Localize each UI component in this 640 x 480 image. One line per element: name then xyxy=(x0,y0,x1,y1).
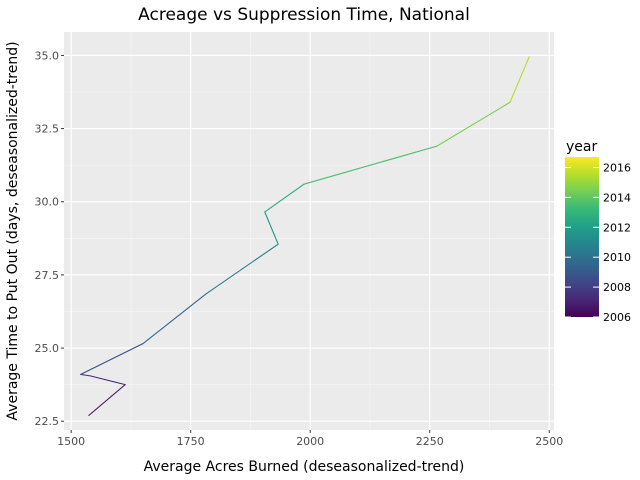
y-tick-label: 35.0 xyxy=(35,49,60,62)
y-tick-label: 27.5 xyxy=(35,269,60,282)
x-tick-label: 2250 xyxy=(416,435,444,448)
x-tick-label: 1500 xyxy=(57,435,85,448)
line-segment xyxy=(264,211,279,245)
colorbar-label: 2008 xyxy=(603,281,631,294)
major-gridlines xyxy=(64,32,554,430)
line-segment xyxy=(89,375,126,386)
y-axis: 22.5 25.0 27.5 30.0 32.5 35.0 xyxy=(35,49,64,428)
line-segment xyxy=(205,243,279,295)
line-segment xyxy=(88,384,126,416)
x-tick-label: 2000 xyxy=(296,435,324,448)
line-segment xyxy=(436,101,511,147)
line-segment xyxy=(80,343,144,375)
x-tick-label: 2500 xyxy=(535,435,563,448)
line-segment xyxy=(142,293,207,345)
line-segment xyxy=(303,145,438,185)
line-segment xyxy=(80,373,91,377)
series-line xyxy=(80,56,530,416)
colorbar-label: 2010 xyxy=(603,251,631,264)
y-tick-label: 22.5 xyxy=(35,415,60,428)
colorbar-label: 2006 xyxy=(603,311,631,324)
y-tick-label: 25.0 xyxy=(35,342,60,355)
colorbar-ticks: 2006 2008 2010 2012 2014 2016 xyxy=(565,161,631,324)
colorbar-label: 2014 xyxy=(603,191,631,204)
chart-title: Acreage vs Suppression Time, National xyxy=(138,5,470,25)
colorbar-label: 2012 xyxy=(603,221,631,234)
y-tick-label: 30.0 xyxy=(35,196,60,209)
y-tick-label: 32.5 xyxy=(35,123,60,136)
line-segment xyxy=(264,183,305,213)
x-axis: 1500 1750 2000 2250 2500 xyxy=(57,430,563,448)
colorbar-label: 2016 xyxy=(603,161,631,174)
colorbar xyxy=(565,157,599,317)
legend: year 2006 2008 2010 2012 2014 2016 xyxy=(565,139,631,324)
x-axis-title: Average Acres Burned (deseasonalized-tre… xyxy=(144,459,465,475)
y-axis-title: Average Time to Put Out (days, deseasona… xyxy=(5,41,21,420)
line-segment xyxy=(509,56,530,103)
legend-title: year xyxy=(566,139,597,155)
minor-gridlines xyxy=(64,32,554,430)
x-tick-label: 1750 xyxy=(177,435,205,448)
plot-panel xyxy=(64,32,554,430)
